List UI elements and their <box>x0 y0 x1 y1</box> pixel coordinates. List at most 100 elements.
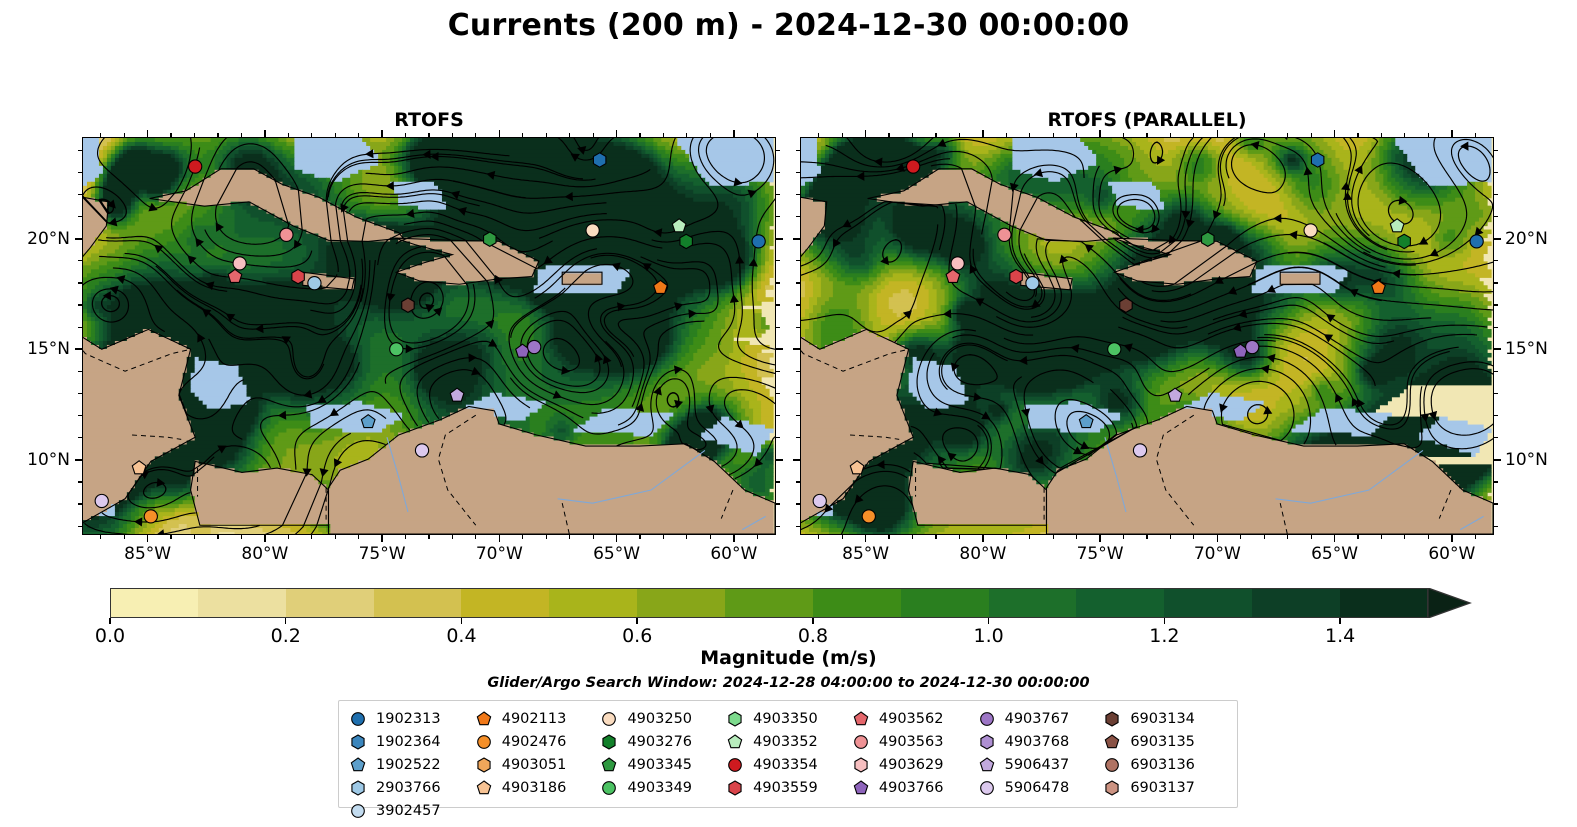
colorbar[interactable]: 0.0 0.2 0.4 0.6 0.8 1.0 1.2 1.4 <box>95 588 1472 647</box>
legend-label: 5906437 <box>1004 756 1070 773</box>
map-canvas-rtofs[interactable] <box>83 138 775 534</box>
float-marker-4903629[interactable] <box>950 256 965 271</box>
legend-entry-4902113[interactable]: 4902113 <box>475 707 601 730</box>
legend-entry-4903350[interactable]: 4903350 <box>726 707 852 730</box>
float-marker-4903276[interactable] <box>679 233 693 250</box>
x-minor-tick <box>592 535 594 539</box>
legend-entry-4903562[interactable]: 4903562 <box>852 707 978 730</box>
map-panel-rtofs-parallel[interactable]: RTOFS (PARALLEL) <box>800 109 1494 535</box>
magnitude-field <box>83 138 774 534</box>
legend-entry-1902313[interactable]: 1902313 <box>349 707 475 730</box>
x-minor-tick <box>1404 535 1406 539</box>
legend-entry-4903250[interactable]: 4903250 <box>600 707 726 730</box>
map-frame-rtofs[interactable] <box>82 137 776 535</box>
y-minor-tick <box>776 171 780 173</box>
map-panel-rtofs[interactable]: RTOFS <box>82 109 776 535</box>
float-marker-2903766[interactable] <box>1025 276 1040 291</box>
legend-entry-4903352[interactable]: 4903352 <box>726 730 852 753</box>
colorbar-tick <box>109 618 111 624</box>
float-marker-4903629[interactable] <box>232 256 247 271</box>
float-marker-4903349[interactable] <box>389 342 404 357</box>
legend-entry-4903345[interactable]: 4903345 <box>600 753 726 776</box>
legend-entry-1902364[interactable]: 1902364 <box>349 730 475 753</box>
float-marker-4903186[interactable] <box>131 460 147 475</box>
x-minor-tick <box>193 535 196 539</box>
float-marker-4903186[interactable] <box>849 460 865 475</box>
float-marker-4902113[interactable] <box>652 279 668 294</box>
float-legend[interactable]: 1902313 1902364 1902522 2903766 3902457 49021… <box>338 700 1238 819</box>
float-marker-4903563[interactable] <box>279 227 294 242</box>
panel-title-rtofs-parallel: RTOFS (PARALLEL) <box>1047 109 1247 131</box>
legend-entry-6903135[interactable]: 6903135 <box>1103 730 1229 753</box>
legend-entry-4903349[interactable]: 4903349 <box>600 776 726 799</box>
float-markers[interactable] <box>94 152 766 524</box>
float-marker-4903349[interactable] <box>1107 342 1122 357</box>
legend-entry-4902476[interactable]: 4902476 <box>475 730 601 753</box>
legend-entry-2903766[interactable]: 2903766 <box>349 776 475 799</box>
float-marker-5906437[interactable] <box>449 387 465 402</box>
legend-entry-4903051[interactable]: 4903051 <box>475 753 601 776</box>
float-marker-4903250[interactable] <box>585 223 600 238</box>
y-minor-tick <box>796 437 800 439</box>
float-marker-4902113[interactable] <box>1370 279 1386 294</box>
float-marker-4903559[interactable] <box>291 268 305 285</box>
float-marker-4903345[interactable] <box>1201 231 1215 247</box>
float-marker-5906478b[interactable] <box>94 493 109 509</box>
legend-entry-5906478[interactable]: 5906478 <box>978 776 1104 799</box>
map-frame-rtofs-parallel[interactable] <box>800 137 1494 535</box>
float-marker-4903767[interactable] <box>527 339 542 355</box>
float-marker-4903352[interactable] <box>1389 218 1405 233</box>
float-marker-4903345[interactable] <box>483 231 497 247</box>
legend-entry-5906437[interactable]: 5906437 <box>978 753 1104 776</box>
legend-entry-4903354[interactable]: 4903354 <box>726 753 852 776</box>
float-marker-4903559[interactable] <box>1009 268 1023 285</box>
legend-label: 4903563 <box>878 733 944 750</box>
legend-entry-6903134[interactable]: 6903134 <box>1103 707 1229 730</box>
float-marker-1902522[interactable] <box>360 413 376 429</box>
float-marker-4903562[interactable] <box>945 268 961 283</box>
float-marker-4903562[interactable] <box>227 268 243 283</box>
x-minor-tick <box>1427 535 1429 539</box>
legend-entry-4903768[interactable]: 4903768 <box>978 730 1104 753</box>
float-marker-1902522[interactable] <box>1078 413 1094 429</box>
float-markers[interactable] <box>812 152 1484 524</box>
float-marker-1902313[interactable] <box>1310 152 1325 168</box>
float-marker-1902364[interactable] <box>1469 234 1484 249</box>
float-marker-2903766[interactable] <box>307 276 322 291</box>
float-marker-4903354[interactable] <box>906 159 921 174</box>
legend-entry-3902457[interactable]: 3902457 <box>349 799 475 822</box>
float-marker-5906437[interactable] <box>1167 387 1183 402</box>
float-marker-4902476[interactable] <box>861 509 876 524</box>
float-marker-5906478b[interactable] <box>812 493 827 509</box>
float-marker-6903134[interactable] <box>401 297 415 313</box>
y-minor-tick <box>1494 216 1498 218</box>
legend-entry-4903767[interactable]: 4903767 <box>978 707 1104 730</box>
x-minor-tick <box>1287 133 1289 137</box>
legend-entry-4903766[interactable]: 4903766 <box>852 776 978 799</box>
float-marker-1902364[interactable] <box>751 234 766 249</box>
y-minor-tick <box>78 481 82 483</box>
float-marker-4903352[interactable] <box>671 218 687 233</box>
float-marker-1902313[interactable] <box>592 152 607 168</box>
map-canvas-rtofs-parallel[interactable] <box>801 138 1493 534</box>
legend-entry-6903136[interactable]: 6903136 <box>1103 753 1229 776</box>
x-minor-tick <box>888 535 890 539</box>
legend-entry-4903563[interactable]: 4903563 <box>852 730 978 753</box>
float-marker-4903767[interactable] <box>1245 339 1260 355</box>
float-marker-6903134[interactable] <box>1119 297 1133 313</box>
float-marker-4903354[interactable] <box>188 159 203 174</box>
float-marker-4902476[interactable] <box>143 509 158 524</box>
float-marker-4903276[interactable] <box>1397 233 1411 250</box>
float-marker-5906478[interactable] <box>1132 443 1148 458</box>
float-marker-5906478[interactable] <box>414 443 430 458</box>
legend-entry-4903276[interactable]: 4903276 <box>600 730 726 753</box>
float-marker-4903250[interactable] <box>1303 223 1318 238</box>
legend-entry-4903186[interactable]: 4903186 <box>475 776 601 799</box>
legend-entry-4903559[interactable]: 4903559 <box>726 776 852 799</box>
float-marker-4903563[interactable] <box>997 227 1012 242</box>
legend-entry-6903137[interactable]: 6903137 <box>1103 776 1229 799</box>
x-tick-label: 60°W <box>710 544 758 564</box>
legend-entry-4903629[interactable]: 4903629 <box>852 753 978 776</box>
legend-entry-1902522[interactable]: 1902522 <box>349 753 475 776</box>
legend-marker-icon <box>727 733 743 748</box>
